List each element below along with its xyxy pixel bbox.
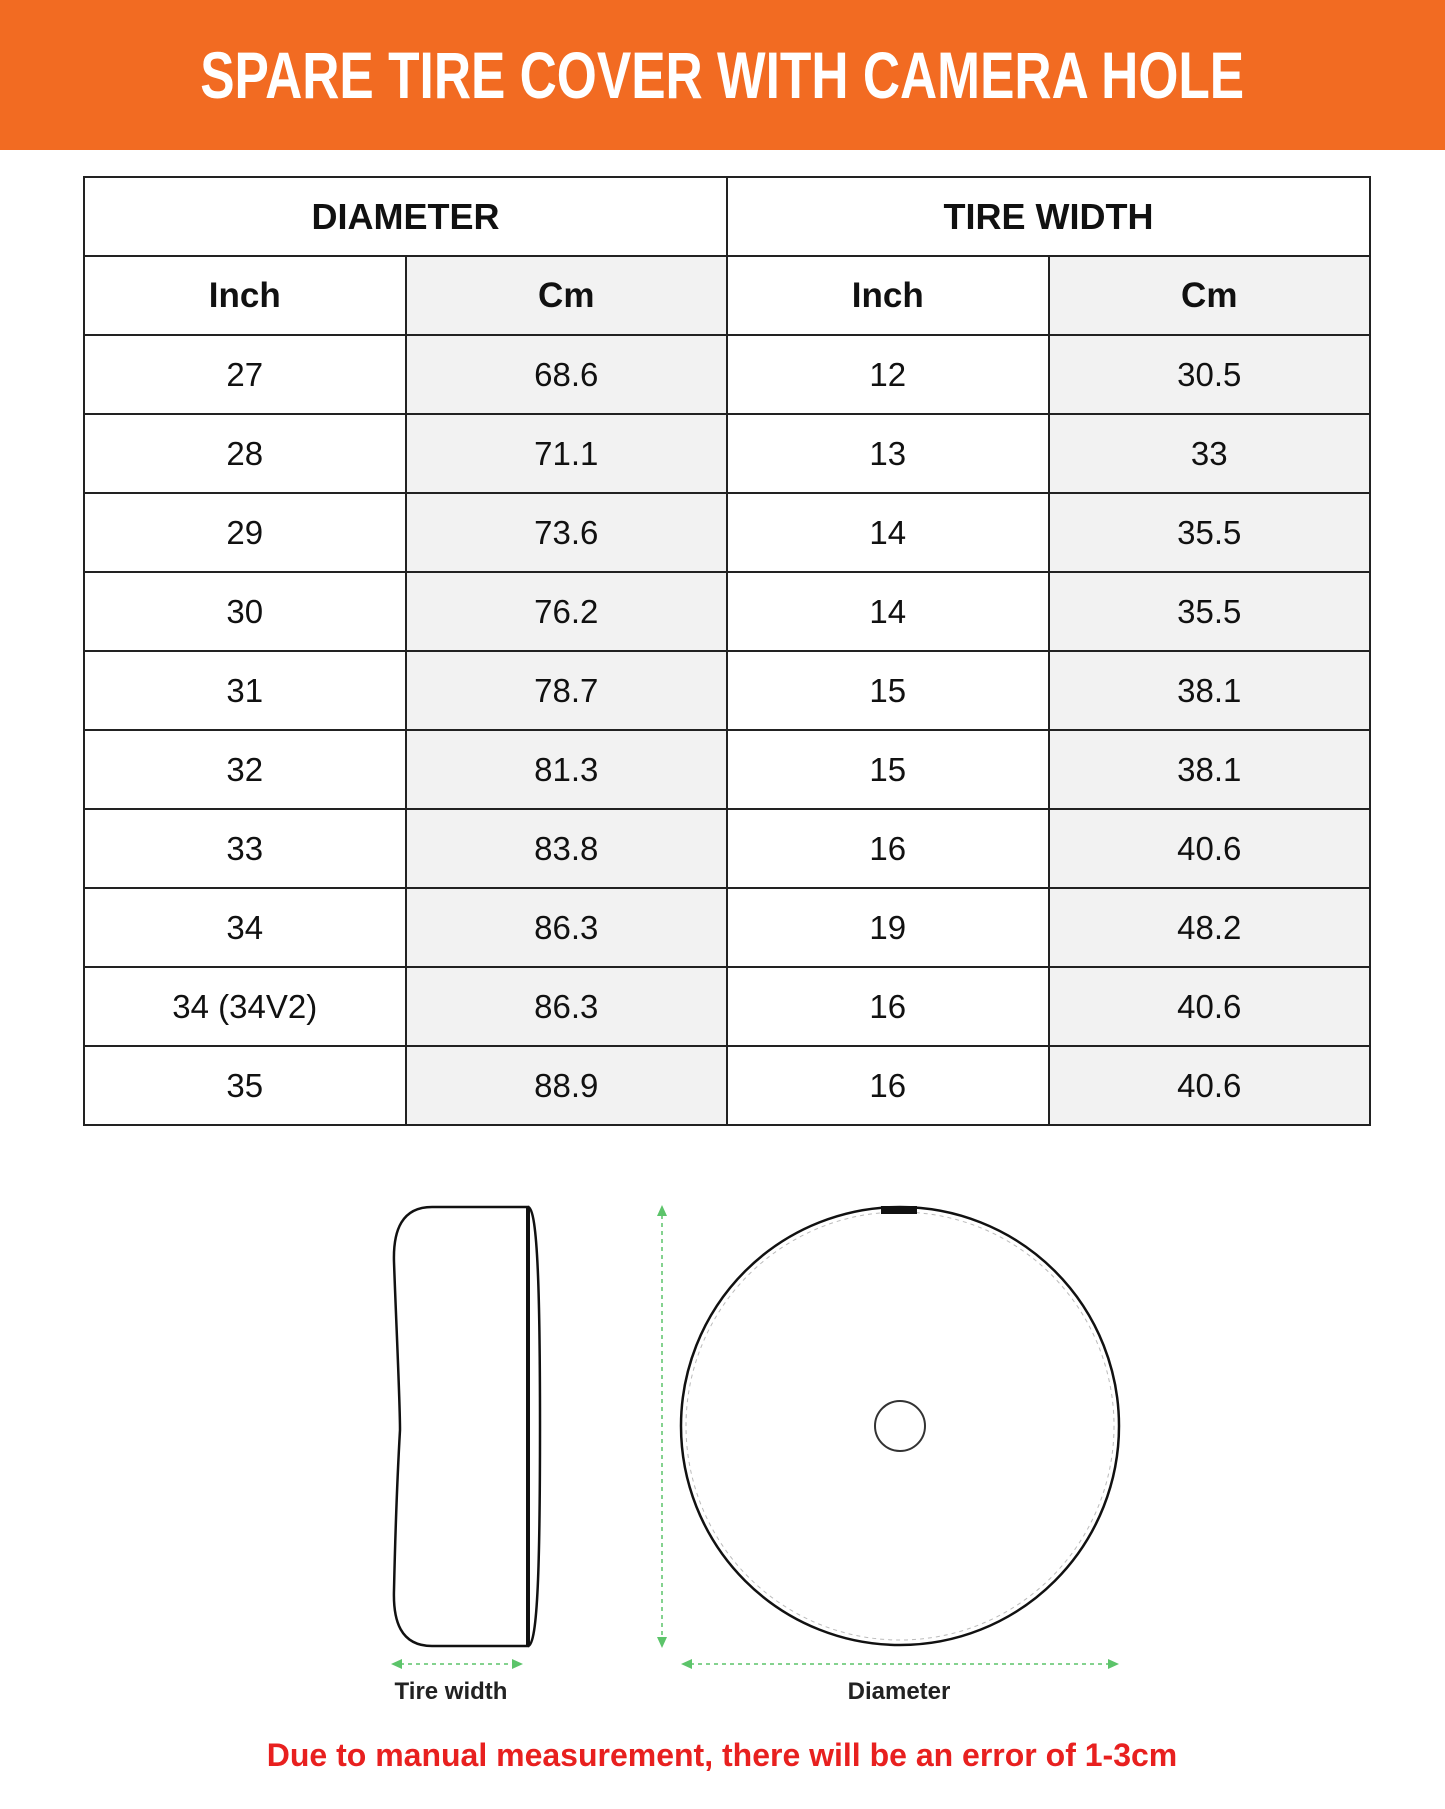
table-cell: 33 — [1047, 413, 1371, 494]
table-cell: 15 — [726, 729, 1050, 810]
measurement-note: Due to manual measurement, there will be… — [266, 1737, 1178, 1773]
group-header-tire-width: TIRE WIDTH — [726, 176, 1371, 257]
table-cell: 71.1 — [404, 413, 728, 494]
table-cell: 16 — [726, 808, 1050, 889]
table-cell: 14 — [726, 492, 1050, 573]
table-cell: 27 — [83, 334, 407, 415]
table-cell: 78.7 — [404, 650, 728, 731]
table-cell: 29 — [83, 492, 407, 573]
size-table: DIAMETER TIRE WIDTH Inch Cm Inch Cm 27 68… — [83, 176, 1371, 1126]
tire-width-label: Tire width — [394, 1678, 508, 1705]
table-row: 31 78.7 15 38.1 — [83, 650, 1371, 731]
measurement-arrows — [391, 1205, 1119, 1669]
column-header: Inch — [83, 255, 407, 336]
table-row: 29 73.6 14 35.5 — [83, 492, 1371, 573]
table-cell: 16 — [726, 1045, 1050, 1126]
table-cell: 86.3 — [404, 887, 728, 968]
table-cell: 38.1 — [1047, 729, 1371, 810]
table-cell: 30.5 — [1047, 334, 1371, 415]
column-header: Cm — [404, 255, 728, 336]
table-cell: 34 (34V2) — [83, 966, 407, 1047]
table-cell: 28 — [83, 413, 407, 494]
table-cell: 40.6 — [1047, 1045, 1371, 1126]
table-cell: 73.6 — [404, 492, 728, 573]
title-banner: SPARE TIRE COVER WITH CAMERA HOLE — [0, 0, 1445, 150]
front-view-drawing — [679, 1205, 1121, 1647]
table-row: 27 68.6 12 30.5 — [83, 334, 1371, 415]
column-header: Cm — [1047, 255, 1371, 336]
table-row: 32 81.3 15 38.1 — [83, 729, 1371, 810]
table-cell: 14 — [726, 571, 1050, 652]
table-cell: 38.1 — [1047, 650, 1371, 731]
table-cell: 68.6 — [404, 334, 728, 415]
table-cell: 40.6 — [1047, 966, 1371, 1047]
table-cell: 83.8 — [404, 808, 728, 889]
table-row: 28 71.1 13 33 — [83, 413, 1371, 494]
table-row: 33 83.8 16 40.6 — [83, 808, 1371, 889]
table-cell: 35 — [83, 1045, 407, 1126]
table-cell: 35.5 — [1047, 492, 1371, 573]
table-cell: 31 — [83, 650, 407, 731]
table-row: 30 76.2 14 35.5 — [83, 571, 1371, 652]
table-cell: 88.9 — [404, 1045, 728, 1126]
table-cell: 30 — [83, 571, 407, 652]
table-cell: 16 — [726, 966, 1050, 1047]
page-title: SPARE TIRE COVER WITH CAMERA HOLE — [200, 38, 1245, 112]
table-cell: 32 — [83, 729, 407, 810]
table-cell: 81.3 — [404, 729, 728, 810]
table-cell: 76.2 — [404, 571, 728, 652]
table-cell: 35.5 — [1047, 571, 1371, 652]
table-cell: 15 — [726, 650, 1050, 731]
table-cell: 13 — [726, 413, 1050, 494]
table-cell: 34 — [83, 887, 407, 968]
table-cell: 19 — [726, 887, 1050, 968]
table-cell: 40.6 — [1047, 808, 1371, 889]
side-view-drawing — [392, 1205, 542, 1648]
group-header-diameter: DIAMETER — [83, 176, 728, 257]
table-row: 34 (34V2) 86.3 16 40.6 — [83, 966, 1371, 1047]
table-cell: 33 — [83, 808, 407, 889]
table-cell: 86.3 — [404, 966, 728, 1047]
table-cell: 48.2 — [1047, 887, 1371, 968]
column-header: Inch — [726, 255, 1050, 336]
table-row: 34 86.3 19 48.2 — [83, 887, 1371, 968]
camera-hole-center-icon — [874, 1400, 926, 1452]
table-row: 35 88.9 16 40.6 — [83, 1045, 1371, 1126]
diameter-label: Diameter — [847, 1678, 951, 1705]
table-cell: 12 — [726, 334, 1050, 415]
camera-hole-slot — [881, 1206, 917, 1214]
